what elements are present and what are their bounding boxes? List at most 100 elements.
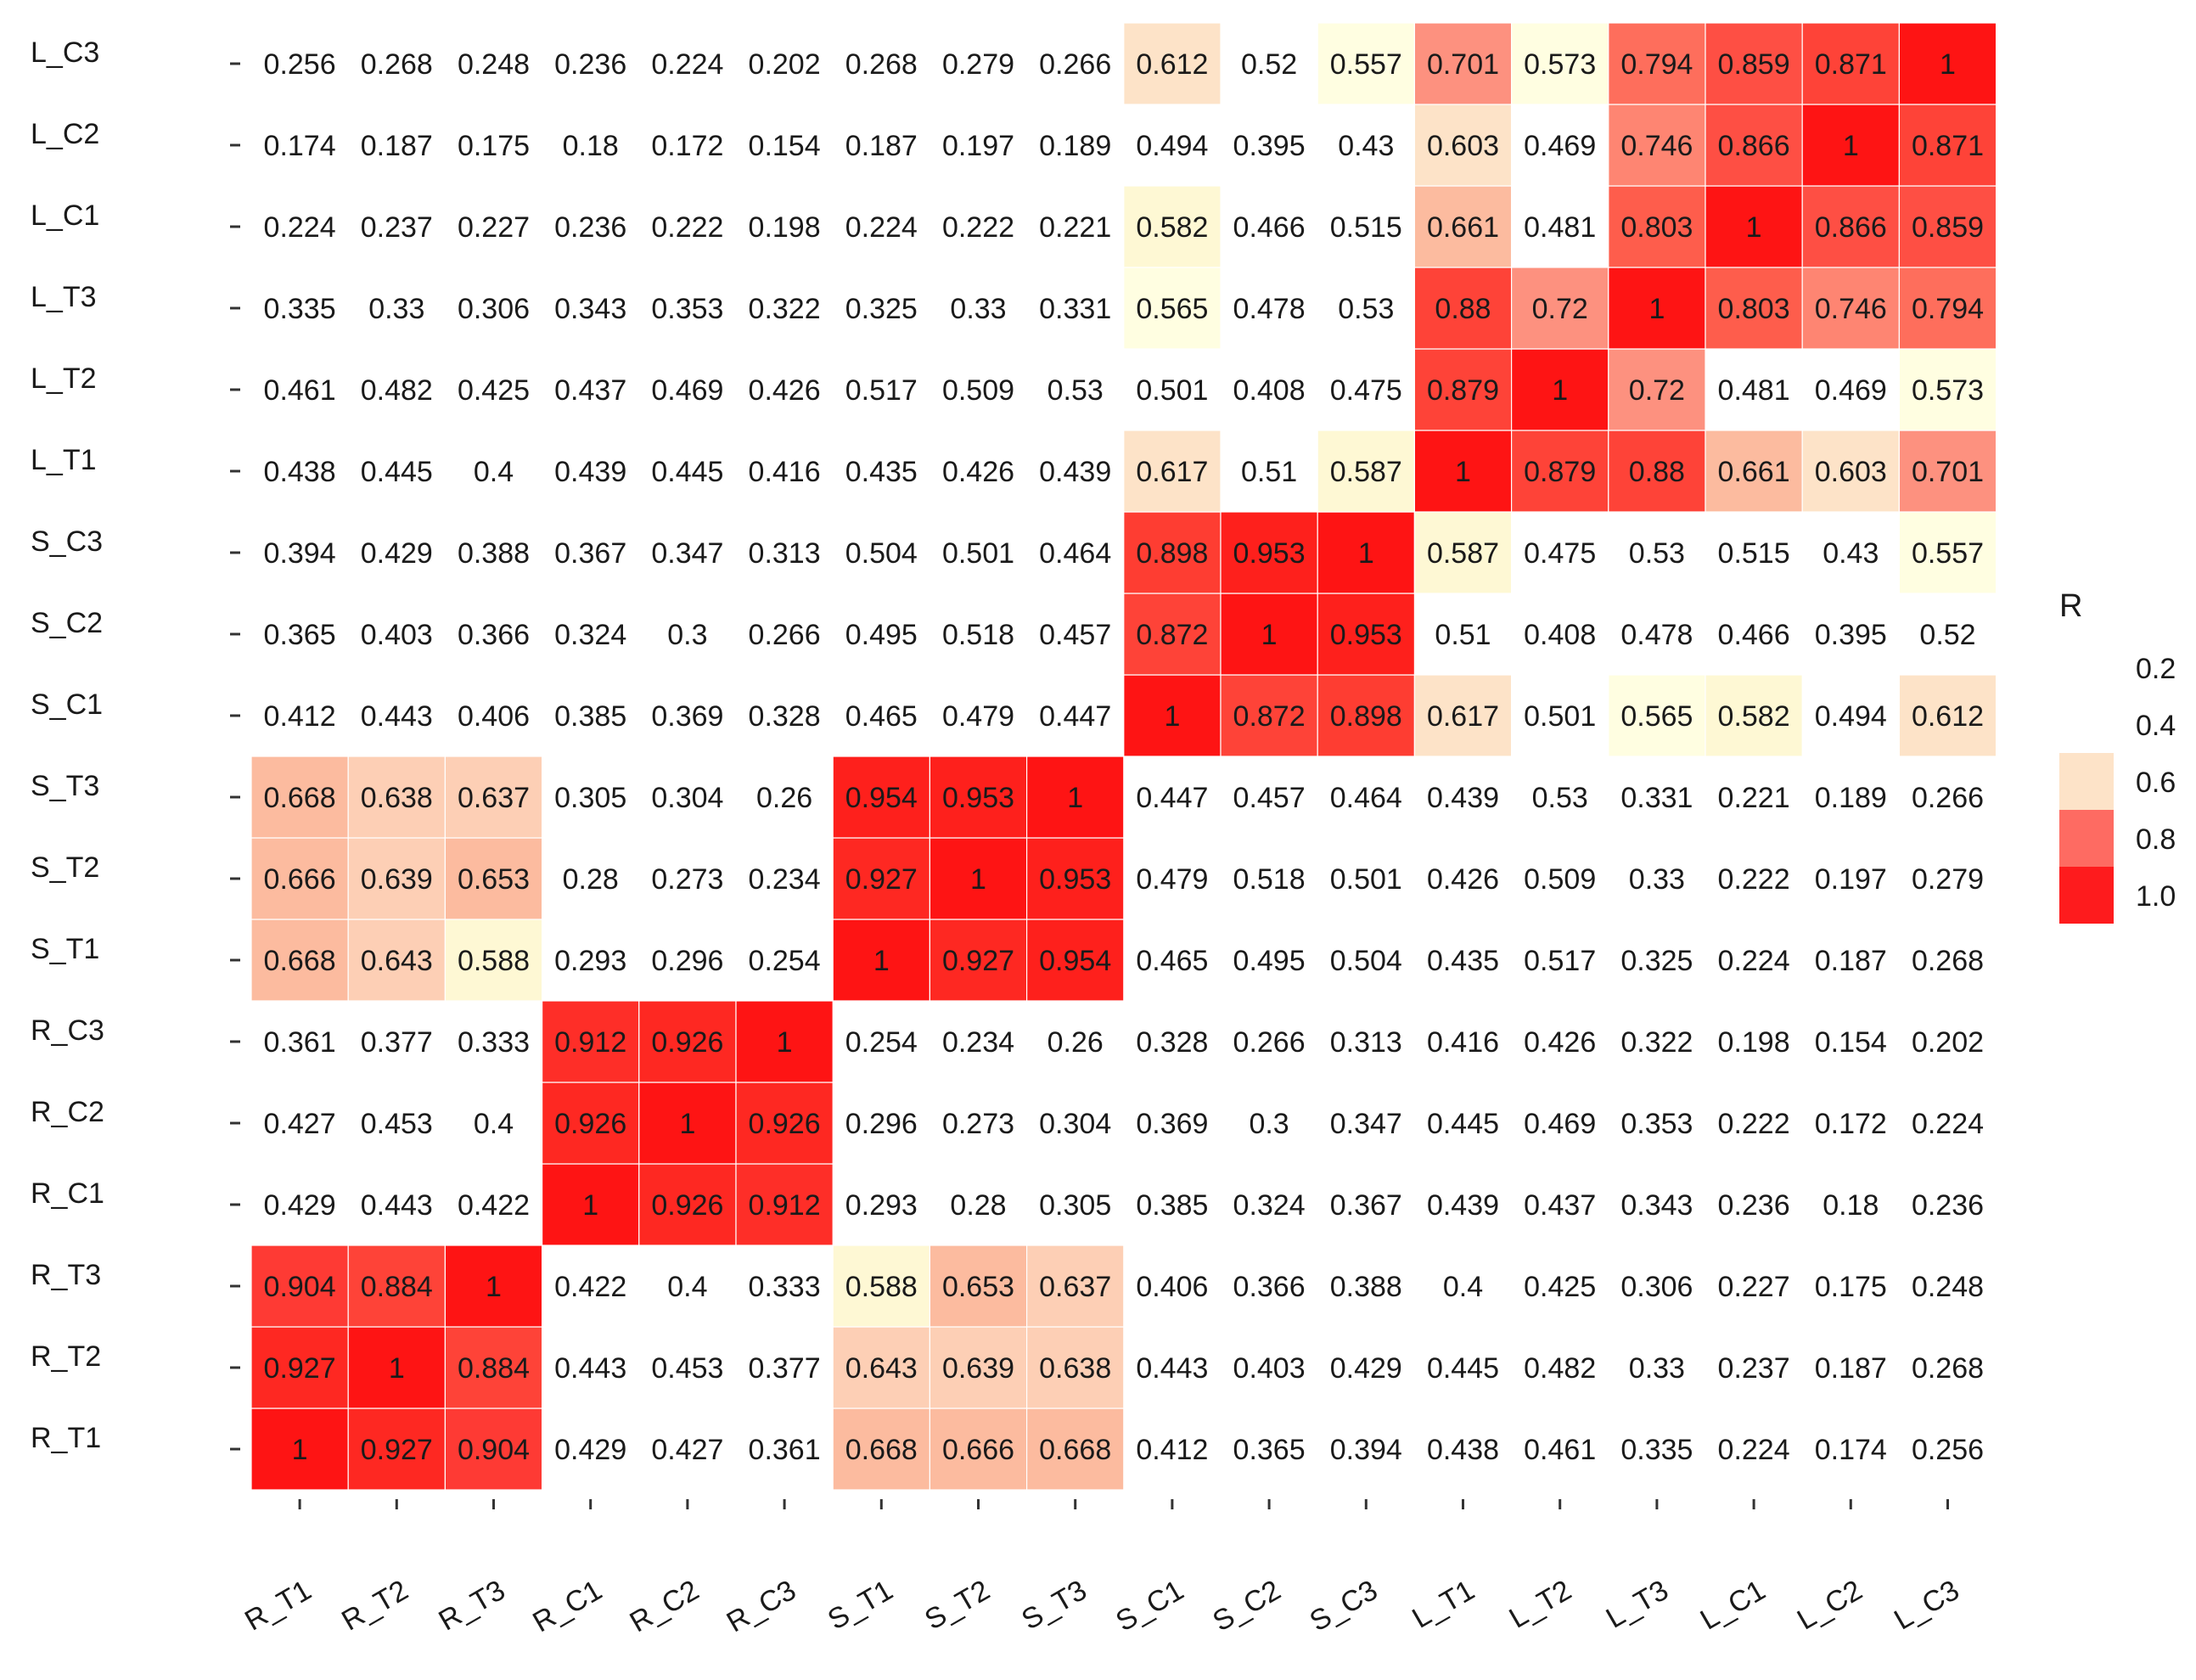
cell-value-label: 0.174 <box>264 130 336 162</box>
cell-value-label: 0.803 <box>1718 293 1790 325</box>
cell-value-label: 0.236 <box>1912 1189 1984 1222</box>
heatmap-cell-L_C3-L_C1 <box>1705 22 1803 105</box>
cell-value-label: 0.872 <box>1136 619 1208 651</box>
cell-value-label: 0.482 <box>1524 1352 1596 1385</box>
cell-value-label: 0.927 <box>942 945 1014 977</box>
heatmap-cell-L_T3-L_T3 <box>1608 267 1706 350</box>
heatmap-cell-L_T1-L_C2 <box>1801 430 1900 513</box>
cell-value-label: 0.394 <box>264 537 336 570</box>
heatmap-cell-L_T1-S_C3 <box>1317 430 1415 513</box>
heatmap-cell-R_C3-R_C1 <box>541 1000 640 1083</box>
cell-value-label: 0.222 <box>1718 863 1790 896</box>
cell-value-label: 0.437 <box>554 374 626 407</box>
cell-value-label: 0.412 <box>264 700 336 733</box>
cell-value-label: 0.926 <box>749 1108 821 1140</box>
cell-value-label: 1 <box>873 945 890 977</box>
cell-value-label: 0.954 <box>845 782 918 814</box>
cell-value-label: 0.175 <box>458 130 530 162</box>
cell-value-label: 0.324 <box>1233 1189 1306 1222</box>
cell-value-label: 0.879 <box>1427 374 1499 407</box>
cell-value-label: 0.422 <box>458 1189 530 1222</box>
y-tick-label: R_T3 <box>31 1259 101 1291</box>
cell-value-label: 0.361 <box>264 1026 336 1059</box>
cell-value-label: 0.325 <box>845 293 918 325</box>
heatmap-cell-L_C2-L_T1 <box>1413 104 1513 187</box>
cell-value-label: 0.859 <box>1718 48 1790 81</box>
cell-value-label: 0.333 <box>749 1271 821 1303</box>
cell-value-label: 0.445 <box>1427 1108 1499 1140</box>
cell-value-label: 1 <box>1067 782 1083 814</box>
y-tick-label: R_C1 <box>31 1177 104 1210</box>
cell-value-label: 1 <box>1648 293 1665 325</box>
cell-value-label: 0.202 <box>749 48 821 81</box>
cell-value-label: 0.385 <box>1136 1189 1208 1222</box>
cell-value-label: 0.443 <box>1136 1352 1208 1385</box>
heatmap-cell-S_T1-R_T1 <box>250 919 349 1002</box>
cell-value-label: 0.28 <box>950 1189 1006 1222</box>
y-tick-label: L_T1 <box>31 444 97 476</box>
cell-value-label: 0.794 <box>1912 293 1984 325</box>
cell-value-label: 0.313 <box>1330 1026 1402 1059</box>
heatmap-cell-R_T1-S_T3 <box>1025 1407 1125 1491</box>
y-tick-label: R_T1 <box>31 1422 101 1454</box>
cell-value-label: 0.325 <box>1620 945 1693 977</box>
cell-value-label: 0.426 <box>1427 863 1499 896</box>
cell-value-label: 0.582 <box>1136 211 1208 244</box>
cell-value-label: 0.369 <box>1136 1108 1208 1140</box>
cell-value-label: 0.453 <box>651 1352 723 1385</box>
cell-value-label: 0.701 <box>1427 48 1499 81</box>
cell-value-label: 0.416 <box>1427 1026 1499 1059</box>
cell-value-label: 0.224 <box>1718 945 1790 977</box>
heatmap-cell-R_T3-R_T1 <box>250 1245 349 1328</box>
cell-value-label: 0.429 <box>1330 1352 1402 1385</box>
cell-value-label: 0.367 <box>1330 1189 1402 1222</box>
heatmap-cell-R_T2-S_T1 <box>832 1326 931 1409</box>
cell-value-label: 0.328 <box>1136 1026 1208 1059</box>
cell-value-label: 0.53 <box>1629 537 1685 570</box>
cell-value-label: 0.53 <box>1047 374 1104 407</box>
y-tick-label: R_C3 <box>31 1014 104 1047</box>
cell-value-label: 0.366 <box>1233 1271 1306 1303</box>
cell-value-label: 0.926 <box>651 1026 723 1059</box>
cell-value-label: 0.222 <box>1718 1108 1790 1140</box>
heatmap-cell-S_T1-R_T2 <box>347 919 447 1002</box>
heatmap-cell-S_C3-L_T1 <box>1413 511 1513 594</box>
cell-value-label: 0.479 <box>1136 863 1208 896</box>
cell-value-label: 0.653 <box>942 1271 1014 1303</box>
cell-value-label: 0.236 <box>554 48 626 81</box>
cell-value-label: 0.666 <box>942 1434 1014 1466</box>
x-tick-label: L_T1 <box>1407 1574 1480 1635</box>
cell-value-label: 0.746 <box>1815 293 1887 325</box>
heatmap-cell-R_T1-R_T1 <box>250 1407 349 1491</box>
cell-value-label: 0.313 <box>749 537 821 570</box>
cell-value-label: 0.461 <box>264 374 336 407</box>
cell-value-label: 0.72 <box>1629 374 1685 407</box>
cell-value-label: 0.479 <box>942 700 1014 733</box>
cell-value-label: 0.293 <box>554 945 626 977</box>
cell-value-label: 0.426 <box>749 374 821 407</box>
cell-value-label: 1 <box>389 1352 405 1385</box>
y-tick-label: L_C1 <box>31 199 99 232</box>
heatmap-cell-S_T3-R_T1 <box>250 756 349 839</box>
heatmap-cell-R_T1-R_T2 <box>347 1407 447 1491</box>
cell-value-label: 0.425 <box>1524 1271 1596 1303</box>
legend-tick-label: 0.8 <box>2136 823 2176 856</box>
color-legend: R 0.2 0.4 0.6 0.8 1.0 <box>2059 588 2176 924</box>
cell-value-label: 0.361 <box>749 1434 821 1466</box>
y-tick-label: L_T3 <box>31 281 97 313</box>
cell-value-label: 0.335 <box>264 293 336 325</box>
y-tick-label: L_C2 <box>31 118 99 150</box>
cell-value-label: 0.197 <box>1815 863 1887 896</box>
cell-value-label: 0.469 <box>1524 1108 1596 1140</box>
legend-tick-label: 1.0 <box>2136 880 2176 913</box>
cell-value-label: 0.3 <box>1249 1108 1289 1140</box>
cell-value-label: 0.501 <box>1136 374 1208 407</box>
heatmap-cell-L_T1-L_C1 <box>1705 430 1803 513</box>
heatmap-cell-S_C2-S_C2 <box>1220 593 1318 676</box>
cell-value-label: 0.912 <box>554 1026 626 1059</box>
cell-value-label: 0.643 <box>845 1352 918 1385</box>
cell-value-label: 0.4 <box>667 1271 707 1303</box>
cell-value-label: 1 <box>1358 537 1374 570</box>
cell-value-label: 0.254 <box>845 1026 918 1059</box>
